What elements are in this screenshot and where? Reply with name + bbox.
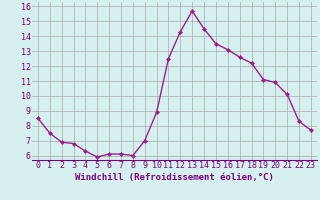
X-axis label: Windchill (Refroidissement éolien,°C): Windchill (Refroidissement éolien,°C) [75, 173, 274, 182]
